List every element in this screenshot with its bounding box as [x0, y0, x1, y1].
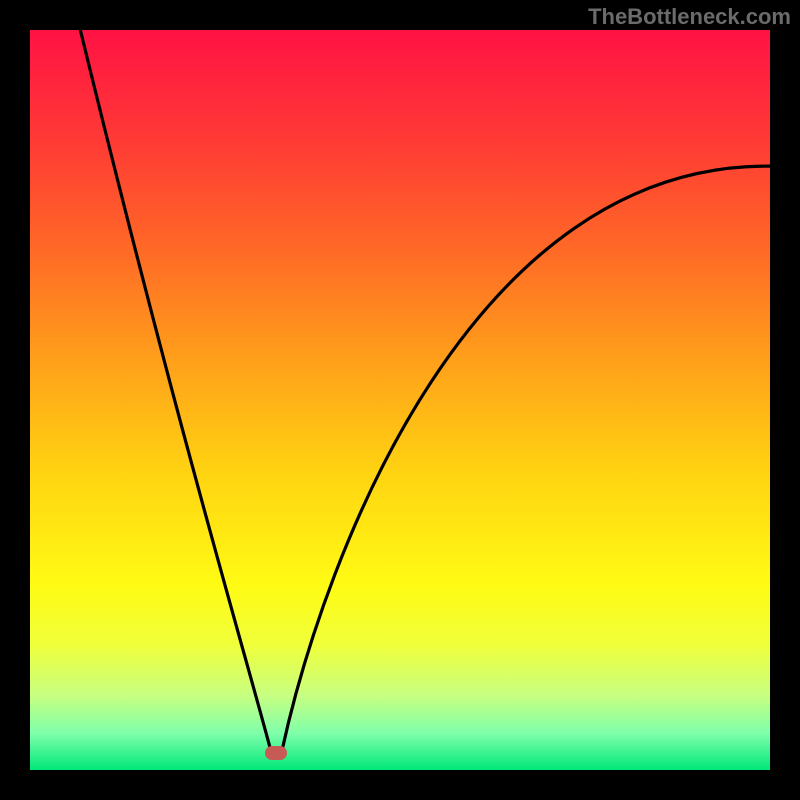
- watermark-text: TheBottleneck.com: [588, 4, 791, 30]
- bottleneck-curve: [30, 30, 770, 770]
- chart-container: TheBottleneck.com: [0, 0, 800, 800]
- minimum-marker: [265, 746, 287, 760]
- gradient-background: [30, 30, 770, 770]
